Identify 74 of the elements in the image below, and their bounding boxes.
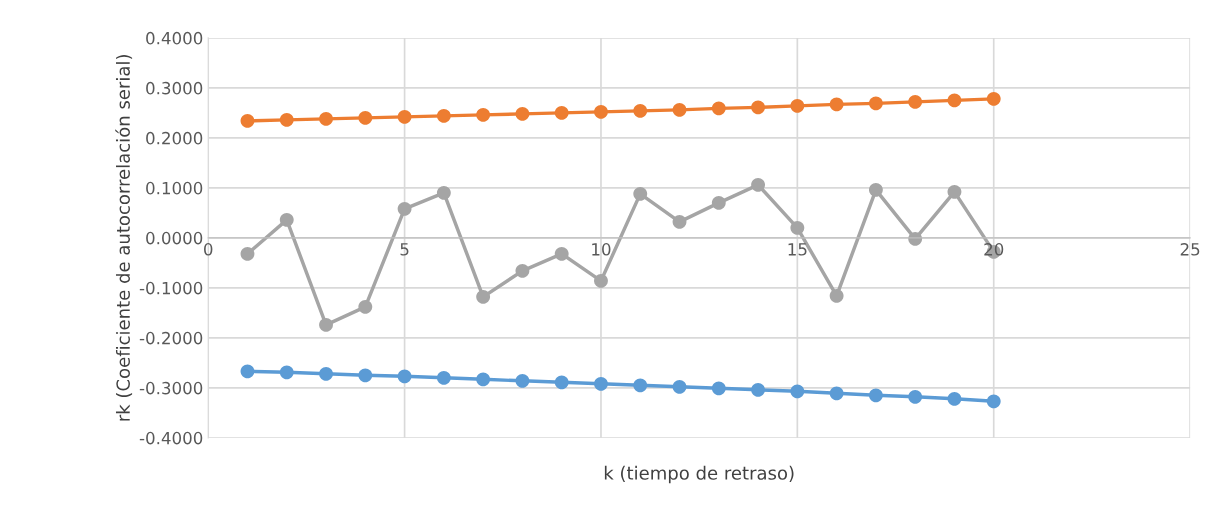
point — [947, 184, 962, 199]
point — [397, 201, 412, 216]
point — [515, 106, 530, 121]
point — [319, 317, 333, 332]
y-tick-label: 0.1000 — [146, 181, 203, 195]
point — [436, 370, 451, 385]
point — [436, 108, 451, 123]
y-tick-label: -0.2000 — [139, 331, 203, 345]
point — [594, 104, 608, 119]
x-tick-label: 15 — [788, 243, 807, 256]
point — [319, 111, 333, 126]
point — [751, 100, 766, 115]
point — [829, 97, 844, 112]
y-tick-label: 0.4000 — [146, 31, 203, 45]
point — [279, 365, 294, 380]
point — [515, 263, 530, 278]
point — [397, 109, 412, 124]
point — [476, 372, 491, 387]
y-tick-label: 0.2000 — [146, 131, 203, 145]
point — [672, 379, 687, 394]
x-axis-title: k (tiempo de retraso) — [604, 465, 794, 484]
point — [436, 185, 451, 200]
point — [476, 289, 491, 304]
point — [868, 96, 883, 111]
point — [594, 273, 608, 288]
point — [829, 386, 844, 401]
point — [358, 368, 373, 383]
point — [554, 375, 569, 390]
x-tick-label: 5 — [400, 243, 409, 256]
point — [476, 107, 491, 122]
point — [868, 388, 883, 403]
point — [358, 110, 373, 125]
y-tick-label: 0.0000 — [146, 231, 203, 245]
point — [908, 389, 923, 404]
point — [908, 94, 923, 109]
point — [672, 214, 687, 229]
y-tick-label: -0.4000 — [139, 431, 203, 445]
point — [594, 376, 608, 391]
point — [319, 366, 333, 381]
y-tick-label: -0.1000 — [139, 281, 203, 295]
x-tick-label: 25 — [1180, 243, 1200, 256]
y-axis-title: rk (Coeficiente de autocorrelación serial) — [115, 55, 133, 421]
point — [240, 246, 255, 261]
point — [751, 382, 766, 397]
point — [751, 177, 766, 192]
point — [986, 91, 1001, 106]
point — [790, 98, 805, 113]
point — [554, 105, 569, 120]
point — [515, 373, 530, 388]
point — [868, 182, 883, 197]
point — [790, 220, 805, 235]
point — [672, 102, 687, 117]
point — [711, 101, 726, 116]
point — [633, 103, 648, 118]
point — [554, 246, 569, 261]
point — [986, 394, 1001, 409]
x-tick-label: 0 — [204, 243, 213, 256]
point — [240, 364, 255, 379]
x-tick-label: 10 — [592, 243, 611, 256]
point — [240, 113, 255, 128]
point — [947, 93, 962, 108]
point — [279, 112, 294, 127]
point — [279, 212, 294, 227]
point — [711, 381, 726, 396]
point — [947, 391, 962, 406]
point — [633, 378, 648, 393]
point — [790, 384, 805, 399]
point — [829, 288, 844, 303]
y-tick-label: 0.3000 — [146, 81, 203, 95]
point — [633, 186, 648, 201]
point — [358, 299, 373, 314]
point — [711, 195, 726, 210]
y-tick-label: -0.3000 — [139, 381, 203, 395]
point — [397, 369, 412, 384]
